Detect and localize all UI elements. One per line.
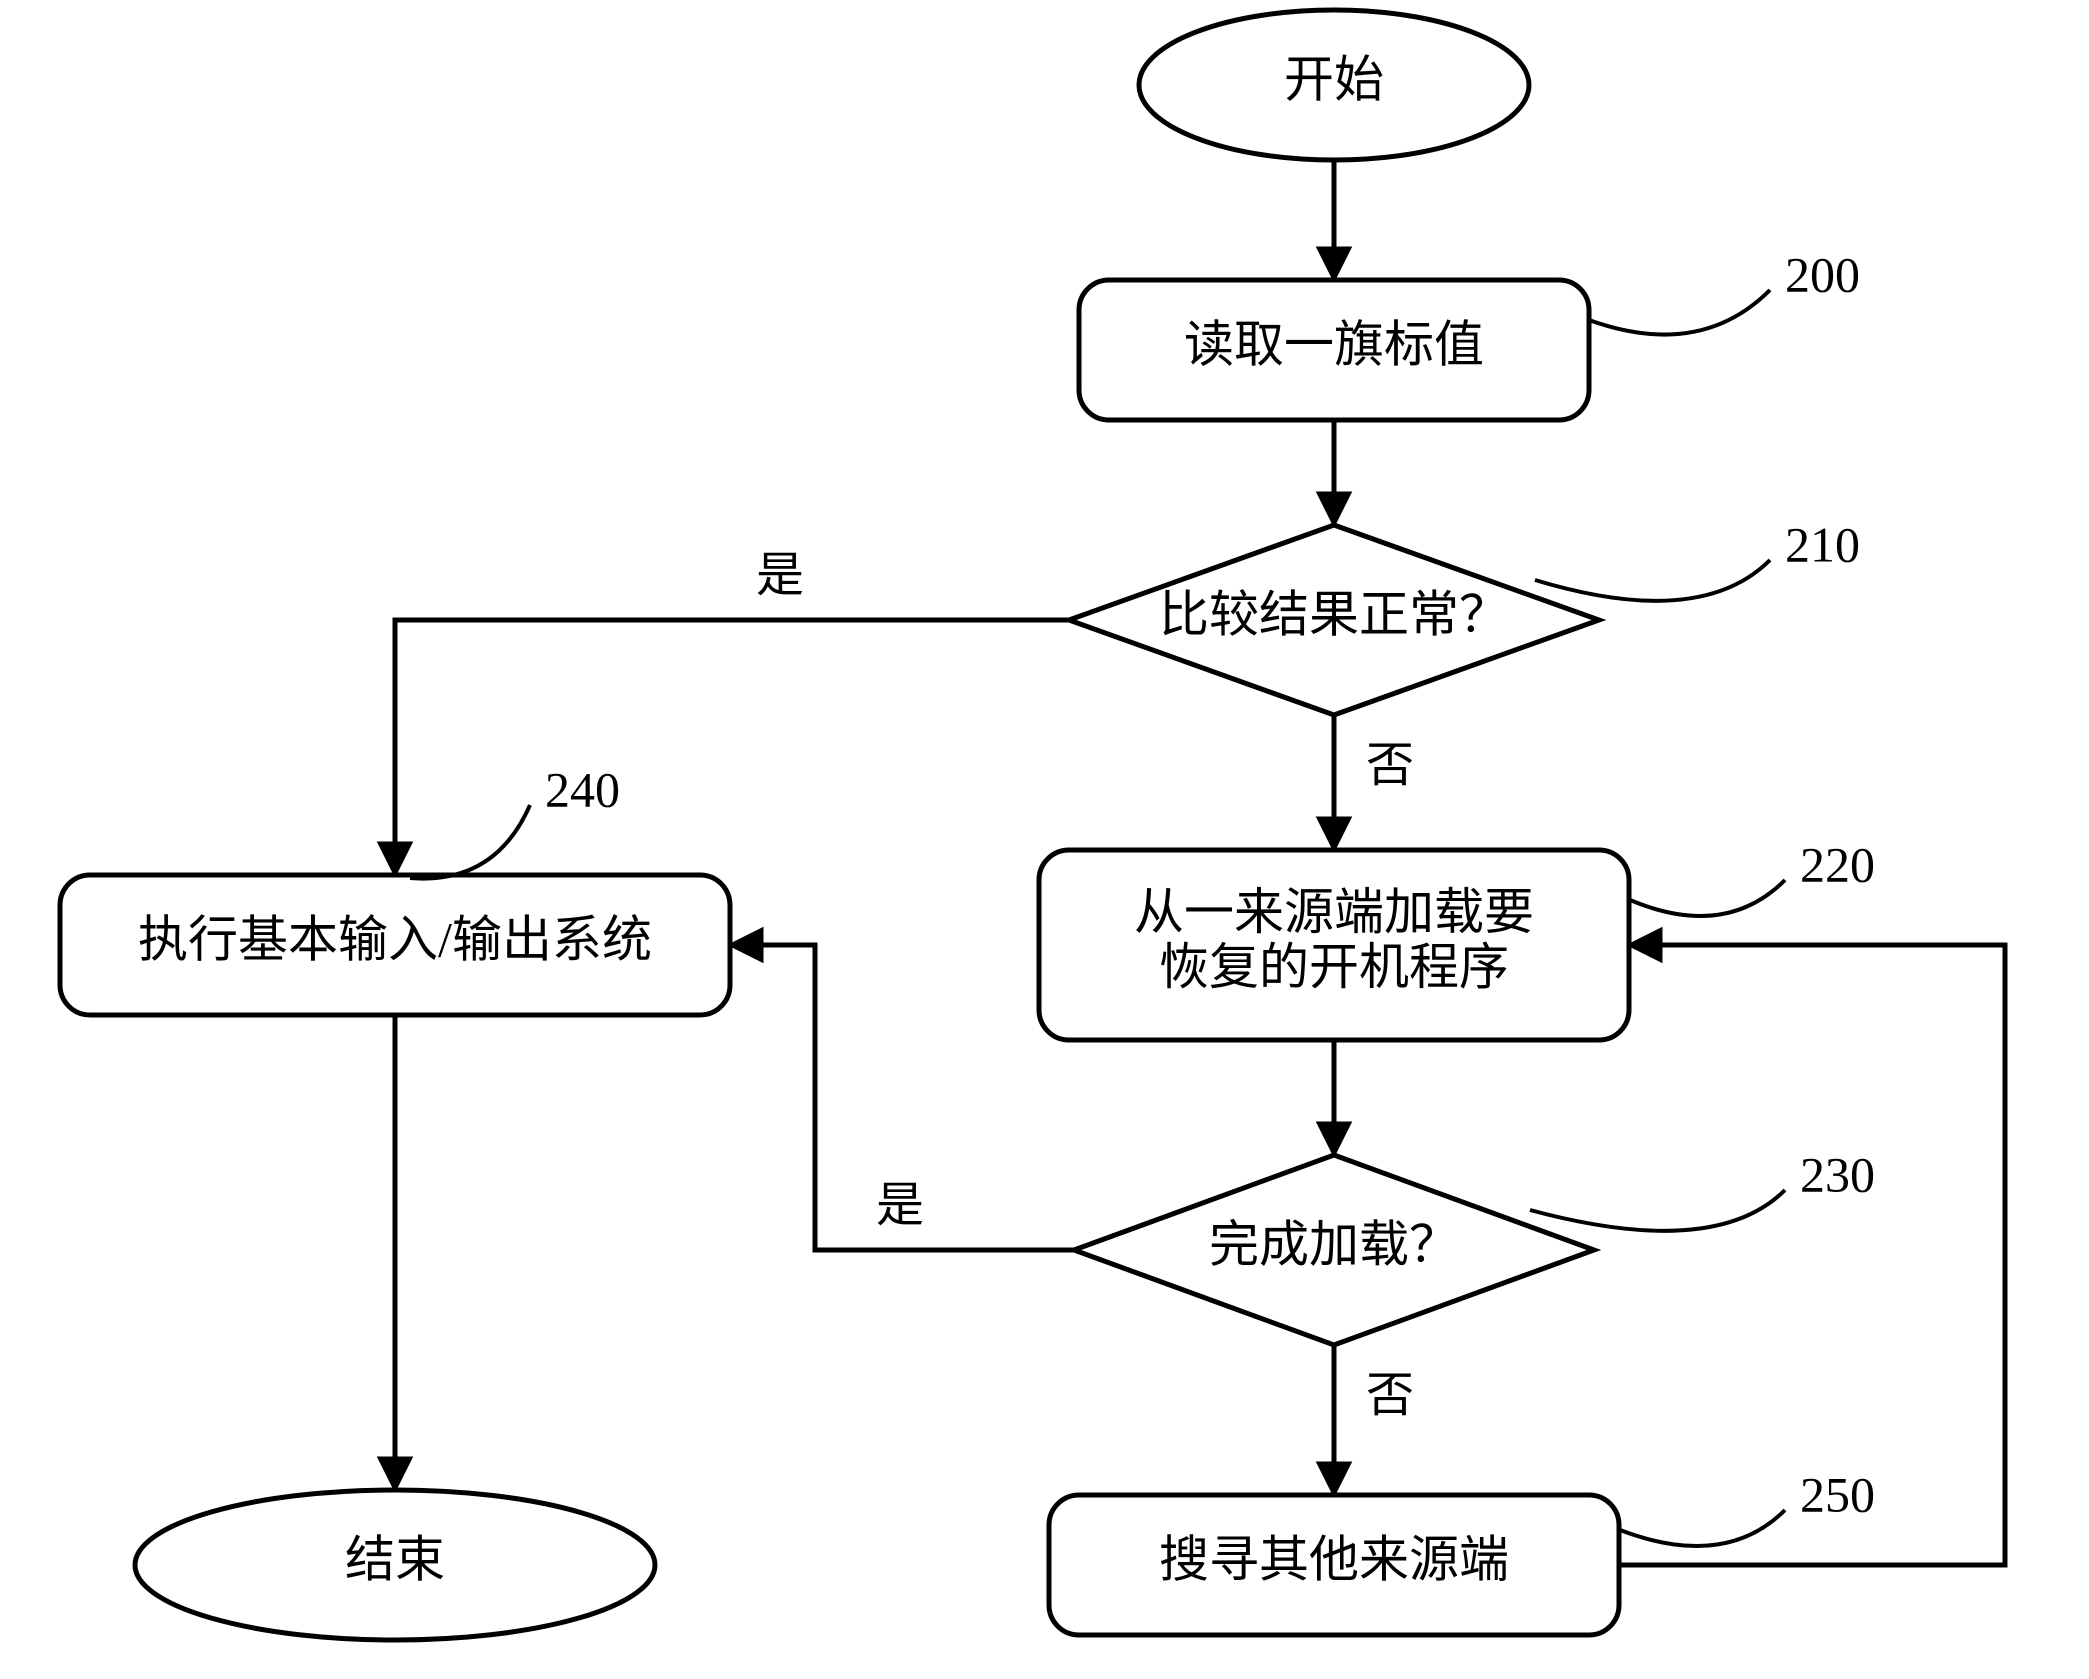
callout-leader-n200 xyxy=(1589,290,1770,335)
callout-leader-n220 xyxy=(1630,880,1785,916)
callout-number-n220: 220 xyxy=(1800,836,1875,892)
node-n230-label: 完成加载？ xyxy=(1209,1216,1459,1272)
node-n250-label: 搜寻其他来源端 xyxy=(1159,1531,1509,1587)
node-n210: 比较结果正常？ xyxy=(1069,525,1599,715)
node-n200-label: 读取一旗标值 xyxy=(1184,316,1484,372)
node-n230: 完成加载？ xyxy=(1074,1155,1594,1345)
node-n220-label-1: 从一来源端加载要 xyxy=(1134,884,1534,940)
edge-3 xyxy=(395,620,1069,875)
flowchart-canvas: 否是是否开始读取一旗标值比较结果正常？从一来源端加载要恢复的开机程序完成加载？搜… xyxy=(0,0,2089,1679)
callout-leader-n230 xyxy=(1530,1190,1785,1231)
node-n250: 搜寻其他来源端 xyxy=(1049,1495,1619,1635)
node-n220: 从一来源端加载要恢复的开机程序 xyxy=(1039,850,1629,1040)
node-n240-label: 执行基本输入/输出系统 xyxy=(138,911,652,967)
node-n220-label-2: 恢复的开机程序 xyxy=(1159,939,1509,995)
callout-leader-n210 xyxy=(1535,560,1770,601)
callout-number-n250: 250 xyxy=(1800,1466,1875,1522)
node-n200: 读取一旗标值 xyxy=(1079,280,1589,420)
callout-leader-n240 xyxy=(410,805,530,879)
node-n210-label: 比较结果正常？ xyxy=(1159,586,1509,642)
callout-number-n200: 200 xyxy=(1785,246,1860,302)
node-end-label: 结束 xyxy=(345,1531,445,1587)
node-start: 开始 xyxy=(1139,10,1529,160)
node-n240: 执行基本输入/输出系统 xyxy=(60,875,730,1015)
node-end: 结束 xyxy=(135,1490,655,1640)
callout-leader-n250 xyxy=(1620,1510,1785,1546)
edge-label-2: 否 xyxy=(1366,739,1414,792)
edge-label-5: 是 xyxy=(876,1179,924,1232)
callout-number-n210: 210 xyxy=(1785,516,1860,572)
callout-number-n240: 240 xyxy=(545,761,620,817)
edge-label-6: 否 xyxy=(1366,1369,1414,1422)
callout-number-n230: 230 xyxy=(1800,1146,1875,1202)
node-start-label: 开始 xyxy=(1284,51,1384,107)
edge-label-3: 是 xyxy=(756,549,804,602)
